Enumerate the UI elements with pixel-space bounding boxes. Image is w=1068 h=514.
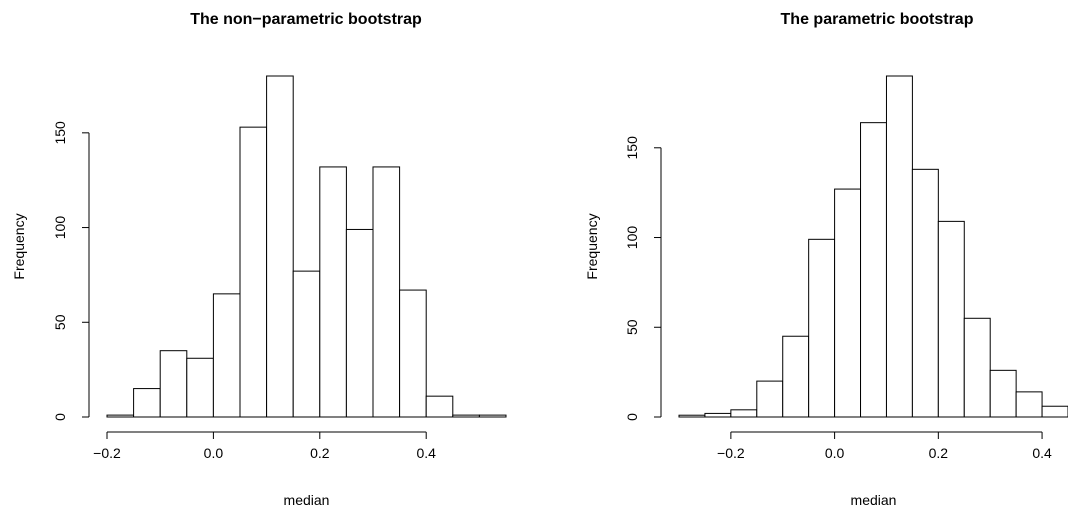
histogram-bar (399, 289, 427, 418)
histogram-bar (860, 122, 887, 418)
histogram-bar (239, 126, 268, 418)
histogram-bar (704, 412, 732, 418)
chart-title: The non−parametric bootstrap (190, 11, 422, 28)
histogram-bar (808, 238, 836, 418)
histogram-bar (266, 75, 294, 418)
histogram-bar (989, 369, 1017, 418)
histogram-bar (1015, 391, 1043, 418)
histogram-bar (133, 388, 161, 418)
histogram-bar (911, 168, 939, 418)
histogram-bar (478, 414, 507, 418)
histogram-bar (782, 335, 810, 418)
y-tick-label: 100 (624, 226, 640, 250)
histogram-bar (452, 414, 480, 418)
y-axis-label: Frequency (584, 213, 600, 279)
x-tick-label: 0.0 (204, 445, 224, 461)
chart-title: The parametric bootstrap (781, 11, 974, 28)
y-tick-label: 50 (624, 319, 640, 335)
x-tick-label: 0.0 (825, 445, 845, 461)
histogram-bar (292, 270, 321, 418)
x-axis-label: median (851, 492, 897, 508)
histogram-bar (963, 317, 991, 418)
y-axis-label: Frequency (11, 213, 27, 279)
histogram-bar (186, 357, 214, 418)
y-tick-label: 100 (52, 216, 68, 240)
y-tick-label: 50 (52, 314, 68, 330)
y-tick-label: 0 (52, 413, 68, 421)
histogram-bar (425, 395, 454, 418)
x-tick-label: 0.2 (929, 445, 949, 461)
histogram-bar (106, 414, 135, 418)
nonparametric-histogram-panel: The non−parametric bootstrap −0.2 0.0 0.2 0.… (11, 11, 507, 508)
histogram-bar (212, 293, 241, 418)
x-tick-label: 0.4 (1032, 445, 1052, 461)
histogram-bar (319, 166, 347, 418)
x-tick-label: −0.2 (93, 445, 121, 461)
histogram-bar (1041, 405, 1068, 418)
y-tick-label: 150 (624, 136, 640, 160)
x-tick-label: 0.2 (310, 445, 330, 461)
histogram-bar (834, 188, 862, 418)
histogram-bar (756, 380, 784, 418)
histogram-bar (678, 414, 706, 418)
histogram-bar (730, 409, 758, 418)
y-tick-label: 150 (52, 121, 68, 145)
histogram-bar (372, 166, 401, 418)
histogram-bar (885, 75, 913, 418)
x-tick-label: −0.2 (717, 445, 745, 461)
parametric-histogram-panel: The parametric bootstrap −0.2 0.0 0.2 0.4 0 50… (584, 11, 1068, 508)
x-tick-label: 0.4 (416, 445, 436, 461)
y-tick-label: 0 (624, 413, 640, 421)
histogram-bar (345, 228, 374, 418)
x-axis-label: median (284, 492, 330, 508)
histogram-bar (937, 220, 965, 418)
histogram-bar (159, 350, 188, 418)
